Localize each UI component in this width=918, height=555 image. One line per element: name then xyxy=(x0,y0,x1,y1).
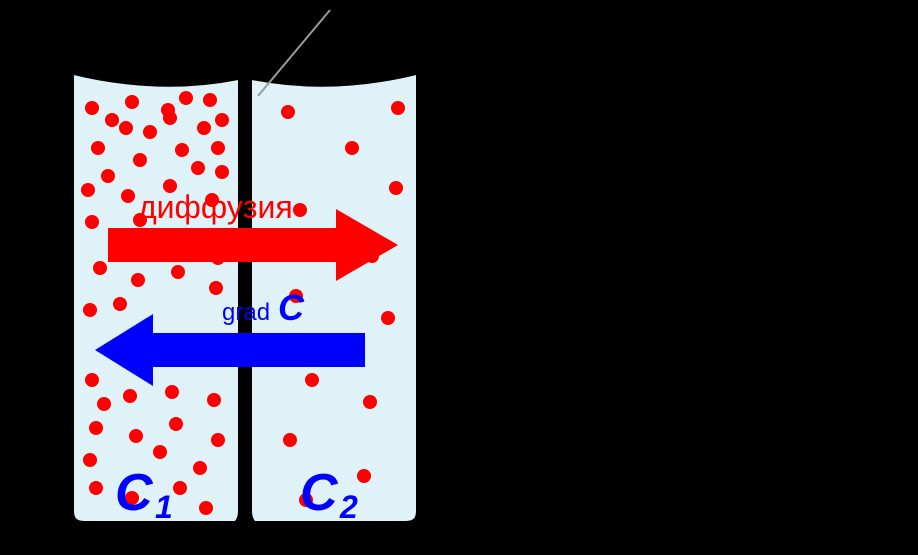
gradc-prefix-label: grad xyxy=(222,299,270,326)
diffusion-label: диффузия xyxy=(138,189,293,225)
c1-c-label: C xyxy=(115,464,154,522)
c2-c-label: C xyxy=(300,464,339,522)
c2-sub-label: 2 xyxy=(339,489,358,525)
c1-sub-label: 1 xyxy=(155,489,173,525)
gradc-c-label: C xyxy=(278,287,305,328)
